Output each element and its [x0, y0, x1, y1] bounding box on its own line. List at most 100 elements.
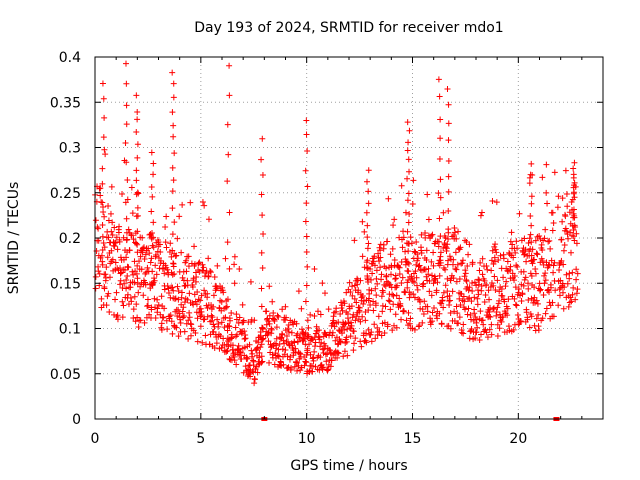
data-point: [488, 279, 495, 286]
data-point: [92, 217, 99, 224]
data-point: [187, 320, 194, 327]
peak-point: [101, 146, 108, 153]
data-point: [469, 287, 476, 294]
data-point: [495, 256, 502, 263]
peak-point: [260, 231, 267, 238]
data-point: [254, 369, 261, 376]
data-point: [467, 312, 474, 319]
data-point: [387, 271, 394, 278]
peak-point: [304, 334, 311, 341]
data-point: [204, 290, 211, 297]
data-point: [189, 283, 196, 290]
data-point: [119, 191, 126, 198]
data-point: [348, 303, 355, 310]
data-point: [521, 235, 528, 242]
data-point: [423, 256, 430, 263]
peak-point: [406, 127, 413, 134]
data-point: [105, 290, 112, 297]
data-point: [362, 317, 369, 324]
data-point: [256, 349, 263, 356]
data-point: [549, 209, 556, 216]
data-point: [249, 350, 256, 357]
data-point: [492, 286, 499, 293]
data-point: [520, 282, 527, 289]
data-point: [239, 301, 246, 308]
data-point: [159, 314, 166, 321]
peak-point: [258, 341, 265, 348]
data-point: [187, 199, 194, 206]
x-tick-label: 0: [91, 431, 100, 447]
data-point: [265, 338, 272, 345]
data-point: [446, 253, 453, 260]
data-point: [186, 309, 193, 316]
data-point: [165, 289, 172, 296]
data-point: [208, 312, 215, 319]
data-point: [378, 271, 385, 278]
peak-point: [224, 322, 231, 329]
data-point: [486, 296, 493, 303]
data-point: [244, 355, 251, 362]
data-point: [574, 286, 581, 293]
data-point: [447, 309, 454, 316]
data-point: [462, 267, 469, 274]
data-point: [363, 339, 370, 346]
data-point: [461, 298, 468, 305]
peak-point: [134, 204, 141, 211]
data-point: [542, 277, 549, 284]
data-point: [436, 262, 443, 269]
data-point: [545, 238, 552, 245]
data-point: [330, 313, 337, 320]
data-point: [194, 289, 201, 296]
data-point: [376, 258, 383, 265]
data-point: [266, 283, 273, 290]
data-point: [95, 237, 102, 244]
data-point: [105, 203, 112, 210]
data-point: [403, 317, 410, 324]
peak-point: [405, 268, 412, 275]
data-point: [288, 329, 295, 336]
data-point: [544, 200, 551, 207]
y-tick-label: 0.1: [59, 322, 81, 338]
data-point: [381, 281, 388, 288]
data-point: [95, 225, 102, 232]
peak-point: [169, 247, 176, 254]
peak-point: [124, 272, 131, 279]
data-point: [465, 305, 472, 312]
data-point: [113, 289, 120, 296]
data-point: [371, 253, 378, 260]
data-point: [210, 292, 217, 299]
data-point: [183, 268, 190, 275]
data-point: [208, 317, 215, 324]
data-point: [430, 305, 437, 312]
data-point: [167, 312, 174, 319]
data-point: [380, 289, 387, 296]
data-point: [473, 316, 480, 323]
data-point: [358, 343, 365, 350]
data-point: [436, 310, 443, 317]
peak-point: [169, 188, 176, 195]
data-point: [201, 316, 208, 323]
peak-point: [171, 150, 178, 157]
data-point: [231, 280, 238, 287]
data-point: [151, 275, 158, 282]
peak-point: [570, 227, 577, 234]
data-point: [460, 330, 467, 337]
data-point: [350, 347, 357, 354]
data-point: [348, 319, 355, 326]
data-point: [142, 281, 149, 288]
data-point: [160, 314, 167, 321]
data-point: [547, 245, 554, 252]
data-point: [415, 263, 422, 270]
data-point: [396, 271, 403, 278]
data-point: [504, 312, 511, 319]
data-point: [450, 256, 457, 263]
data-point: [129, 210, 136, 217]
peak-point: [437, 176, 444, 183]
peak-point: [406, 211, 413, 218]
data-point: [152, 314, 159, 321]
data-point: [457, 244, 464, 251]
data-point: [207, 267, 214, 274]
data-point: [494, 333, 501, 340]
data-point: [194, 315, 201, 322]
